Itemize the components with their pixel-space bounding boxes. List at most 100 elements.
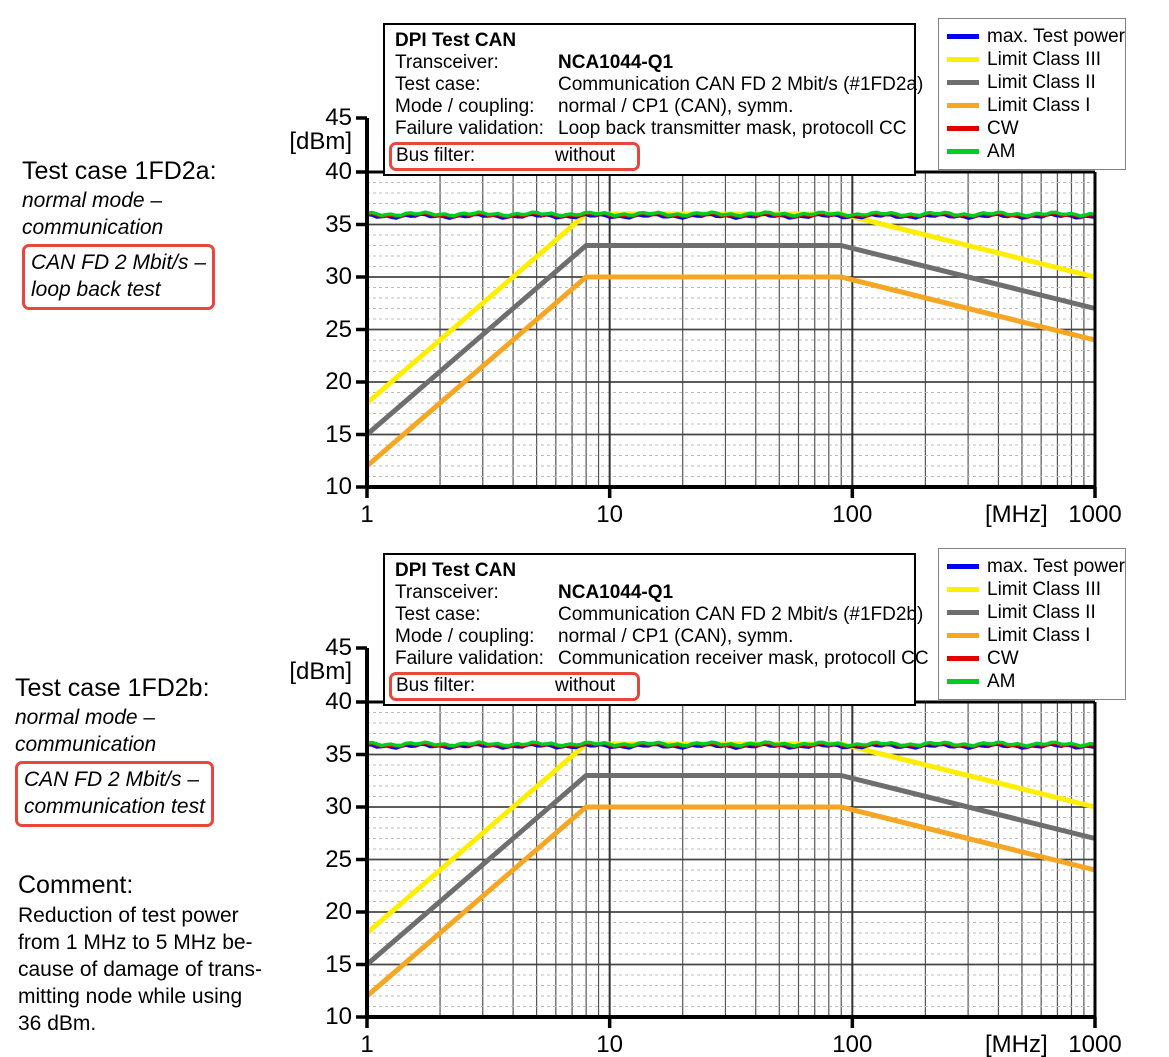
y-axis-tick-label: 40 xyxy=(325,158,352,185)
legend-color-swatch xyxy=(947,149,979,154)
info-value: Communication receiver mask, protocoll C… xyxy=(558,648,929,669)
legend-color-swatch xyxy=(947,34,979,39)
y-axis-tick-label: 15 xyxy=(325,420,352,448)
legend-item: Limit Class I xyxy=(947,94,1115,117)
y-axis-tick-label: 45 xyxy=(325,104,352,131)
x-axis-unit: [MHz] xyxy=(985,1031,1048,1057)
plot-canvas-1fd2b xyxy=(356,646,1097,1028)
info-row-bus-filter-highlighted: Bus filter: without xyxy=(389,672,641,701)
legend-color-swatch xyxy=(947,103,979,108)
annotation-boxed-line: CAN FD 2 Mbit/s – xyxy=(24,768,200,791)
info-key: Failure validation: xyxy=(395,118,544,139)
y-axis-tick-label: 25 xyxy=(325,315,352,343)
info-key: Test case: xyxy=(395,604,481,625)
y-axis-tick-label: 30 xyxy=(325,793,352,820)
info-value: Loop back transmitter mask, protocoll CC xyxy=(558,118,907,139)
comment-title: Comment: xyxy=(18,871,134,899)
info-key: Test case: xyxy=(395,74,481,95)
legend-label: Limit Class I xyxy=(987,625,1091,646)
info-row-transceiver: Transceiver: NCA1044-Q1 xyxy=(395,52,906,74)
legend-item: AM xyxy=(947,140,1115,163)
legend-label: Limit Class III xyxy=(987,49,1102,70)
annotation-title: Test case 1FD2a: xyxy=(22,157,217,185)
x-axis-tick-label: 1000 xyxy=(1068,501,1122,528)
comment-line: mitting node while using xyxy=(18,985,243,1008)
y-axis-tick-label: 15 xyxy=(325,950,352,978)
legend-color-swatch xyxy=(947,80,979,85)
y-axis-tick-label: 20 xyxy=(325,898,352,925)
legend-color-swatch xyxy=(947,564,979,569)
legend-item: Limit Class II xyxy=(947,71,1115,94)
annotation-title: Test case 1FD2b: xyxy=(15,674,210,702)
legend-item: CW xyxy=(947,117,1115,140)
y-axis-unit: [dBm] xyxy=(289,658,352,685)
legend-item: Limit Class III xyxy=(947,48,1115,71)
legend-color-swatch xyxy=(947,679,979,684)
info-value: normal / CP1 (CAN), symm. xyxy=(558,626,794,647)
y-axis-labels-2: [dBm] 10 15 20 25 30 35 40 45 xyxy=(0,530,360,1040)
y-axis-tick-label: 10 xyxy=(325,1003,352,1030)
legend-item: Limit Class III xyxy=(947,578,1115,601)
legend-item: AM xyxy=(947,670,1115,693)
info-box-1fd2b: DPI Test CAN Transceiver: NCA1044-Q1 Tes… xyxy=(383,553,929,706)
info-value: NCA1044-Q1 xyxy=(558,582,674,603)
comment-line: from 1 MHz to 5 MHz be- xyxy=(18,931,253,954)
legend-item: Limit Class I xyxy=(947,624,1115,647)
legend-item: CW xyxy=(947,647,1115,670)
x-axis-tick-label: 1000 xyxy=(1068,1031,1122,1057)
info-key: Failure validation: xyxy=(395,648,544,669)
info-key: Transceiver: xyxy=(395,52,499,73)
annotation-line: normal mode – xyxy=(15,706,156,729)
comment-line: cause of damage of trans- xyxy=(18,958,262,981)
info-key: Mode / coupling: xyxy=(395,626,535,647)
info-key: Transceiver: xyxy=(395,582,499,603)
y-axis-tick-label: 25 xyxy=(325,845,352,873)
y-axis-tick-label: 35 xyxy=(325,210,352,238)
y-axis-tick-label: 10 xyxy=(325,473,352,500)
legend-item: max. Test power xyxy=(947,555,1125,578)
info-box-1fd2a: DPI Test CAN Transceiver: NCA1044-Q1 Tes… xyxy=(383,23,923,176)
info-row-mode-coupling: Mode / coupling: normal / CP1 (CAN), sym… xyxy=(395,96,906,118)
info-value: without xyxy=(555,145,616,166)
annotation-1fd2b: Test case 1FD2b: normal mode – communica… xyxy=(15,672,325,827)
legend-label: AM xyxy=(987,671,1016,692)
y-axis-tick-label: 30 xyxy=(325,263,352,290)
x-axis-tick-label: 10 xyxy=(596,1031,624,1057)
info-value: Communication CAN FD 2 Mbit/s (#1FD2a) xyxy=(558,74,924,95)
info-key: Bus filter: xyxy=(396,145,476,166)
info-value: NCA1044-Q1 xyxy=(558,52,674,73)
legend-label: Limit Class I xyxy=(987,95,1091,116)
info-value: normal / CP1 (CAN), symm. xyxy=(558,96,794,117)
legend-1fd2b: max. Test power Limit Class III Limit Cl… xyxy=(938,548,1126,700)
y-axis-unit: [dBm] xyxy=(289,128,352,155)
info-title: DPI Test CAN xyxy=(395,560,517,581)
annotation-highlight-box: CAN FD 2 Mbit/s – loop back test xyxy=(22,244,216,310)
legend-label: CW xyxy=(987,648,1019,669)
y-axis-tick-label: 20 xyxy=(325,368,352,395)
y-axis-labels-1: [dBm] 10 15 20 25 30 35 40 45 xyxy=(0,0,360,510)
annotation-boxed-line: CAN FD 2 Mbit/s – xyxy=(31,251,207,274)
info-row-failure-validation: Failure validation: Loop back transmitte… xyxy=(395,118,906,140)
info-key: Bus filter: xyxy=(396,675,476,696)
annotation-highlight-box: CAN FD 2 Mbit/s – communication test xyxy=(15,761,214,827)
legend-label: Limit Class II xyxy=(987,602,1096,623)
legend-label: Limit Class II xyxy=(987,72,1096,93)
legend-label: CW xyxy=(987,118,1019,139)
annotation-line: communication xyxy=(22,216,164,239)
chart-block-1fd2a: [dBm] 10 15 20 25 30 35 40 45 DPI Test CAN Tran… xyxy=(0,0,1169,527)
legend-color-swatch xyxy=(947,610,979,615)
y-axis-tick-label: 40 xyxy=(325,688,352,715)
comment-line: Reduction of test power xyxy=(18,904,239,927)
legend-label: max. Test power xyxy=(987,26,1125,47)
y-axis-tick-label: 45 xyxy=(325,634,352,661)
legend-color-swatch xyxy=(947,126,979,131)
info-value: without xyxy=(555,675,616,696)
comment-block: Comment: Reduction of test power from 1 … xyxy=(18,868,328,1037)
comment-line: 36 dBm. xyxy=(18,1012,97,1035)
info-row-failure-validation: Failure validation: Communication receiv… xyxy=(395,648,929,670)
info-row-test-case: Test case: Communication CAN FD 2 Mbit/s… xyxy=(395,604,923,626)
x-axis-tick-label: 1 xyxy=(360,501,374,528)
legend-color-swatch xyxy=(947,633,979,638)
info-key: Mode / coupling: xyxy=(395,96,535,117)
